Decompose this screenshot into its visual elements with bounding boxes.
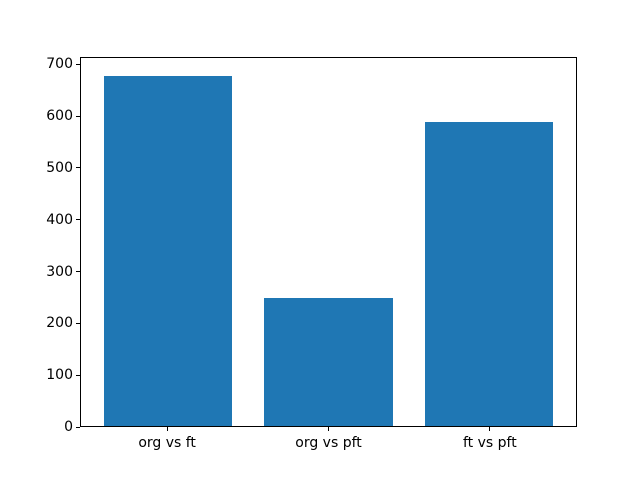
y-tick-mark xyxy=(76,271,80,273)
y-tick-mark xyxy=(76,426,80,428)
plot-area xyxy=(80,57,577,427)
x-tick-mark xyxy=(166,427,168,431)
y-tick-mark xyxy=(76,219,80,221)
y-tick-label: 0 xyxy=(64,419,73,435)
bar-org-vs-pft xyxy=(264,298,393,426)
y-tick-label: 400 xyxy=(46,211,73,228)
x-tick-mark xyxy=(328,427,329,431)
y-tick-label: 700 xyxy=(46,56,73,73)
y-tick-label: 600 xyxy=(46,108,73,125)
x-tick-mark xyxy=(489,427,491,431)
y-tick-mark xyxy=(76,322,80,324)
y-tick-label: 200 xyxy=(46,315,73,332)
y-tick-mark xyxy=(76,115,80,117)
y-tick-mark xyxy=(76,63,80,65)
y-tick-label: 300 xyxy=(46,263,73,280)
x-tick-label: ft vs pft xyxy=(463,435,517,451)
y-tick-mark xyxy=(76,167,80,169)
bar-org-vs-ft xyxy=(103,75,233,426)
x-tick-label: org vs pft xyxy=(295,435,362,451)
y-tick-label: 100 xyxy=(46,367,73,384)
y-tick-label: 500 xyxy=(46,159,73,176)
bar-ft-vs-pft xyxy=(424,121,554,426)
y-tick-mark xyxy=(76,374,80,376)
x-tick-label: org vs ft xyxy=(138,435,196,451)
